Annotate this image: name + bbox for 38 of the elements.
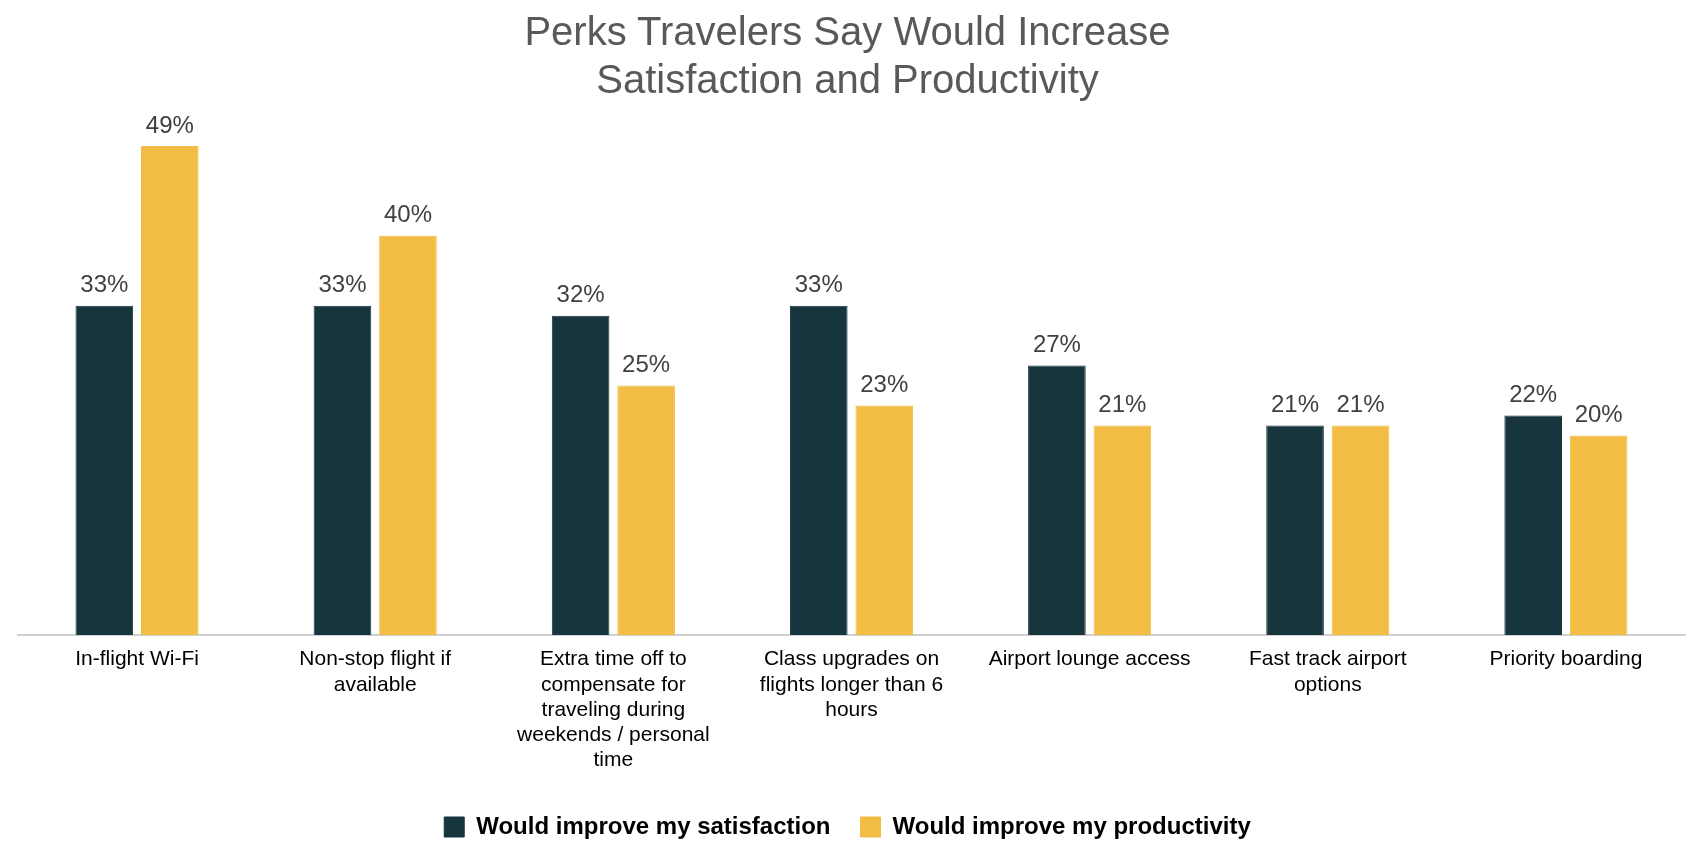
bar: [1504, 415, 1562, 635]
legend-label: Would improve my satisfaction: [476, 811, 831, 839]
bar: [855, 405, 914, 635]
data-label: 33%: [80, 270, 129, 298]
bar: [1331, 425, 1390, 635]
legend-label: Would improve my productivity: [892, 811, 1252, 839]
x-tick-label: Fast track airport options: [1249, 646, 1407, 695]
bar: [789, 305, 848, 635]
bar: [617, 385, 675, 635]
data-label: 21%: [1098, 390, 1147, 418]
data-label: 33%: [794, 270, 843, 298]
bar: [551, 315, 610, 635]
chart-title: Perks Travelers Say Would Increase Satisfaction and Productivity: [524, 9, 1171, 102]
x-tick-label: Non-stop flight if available: [299, 646, 452, 695]
data-label: 25%: [622, 350, 671, 378]
x-tick-label: Priority boarding: [1489, 646, 1643, 670]
data-label: 27%: [1032, 330, 1081, 358]
bar: [1266, 425, 1324, 635]
bar: [75, 305, 134, 635]
data-label: 21%: [1271, 390, 1320, 418]
x-tick-label: In-flight Wi-Fi: [75, 646, 199, 670]
data-label: 40%: [383, 200, 432, 228]
bar: [141, 145, 199, 635]
x-tick-label: Class upgrades on flights longer than 6 hours: [759, 646, 944, 720]
x-tick-label: Extra time off to compensate for traveling during weekends / personal time: [516, 646, 710, 771]
data-label: 32%: [556, 280, 605, 308]
bar: [1028, 365, 1086, 635]
x-tick-label: Airport lounge access: [988, 646, 1191, 670]
bar: [1569, 435, 1628, 635]
bar: [379, 235, 437, 635]
bar: [313, 305, 372, 635]
data-label: 20%: [1574, 400, 1623, 428]
data-label: 23%: [860, 370, 909, 398]
data-label: 22%: [1509, 380, 1558, 408]
data-label: 49%: [145, 110, 194, 138]
data-label: 21%: [1336, 390, 1385, 418]
data-label: 33%: [318, 270, 367, 298]
bar: [1093, 425, 1152, 635]
